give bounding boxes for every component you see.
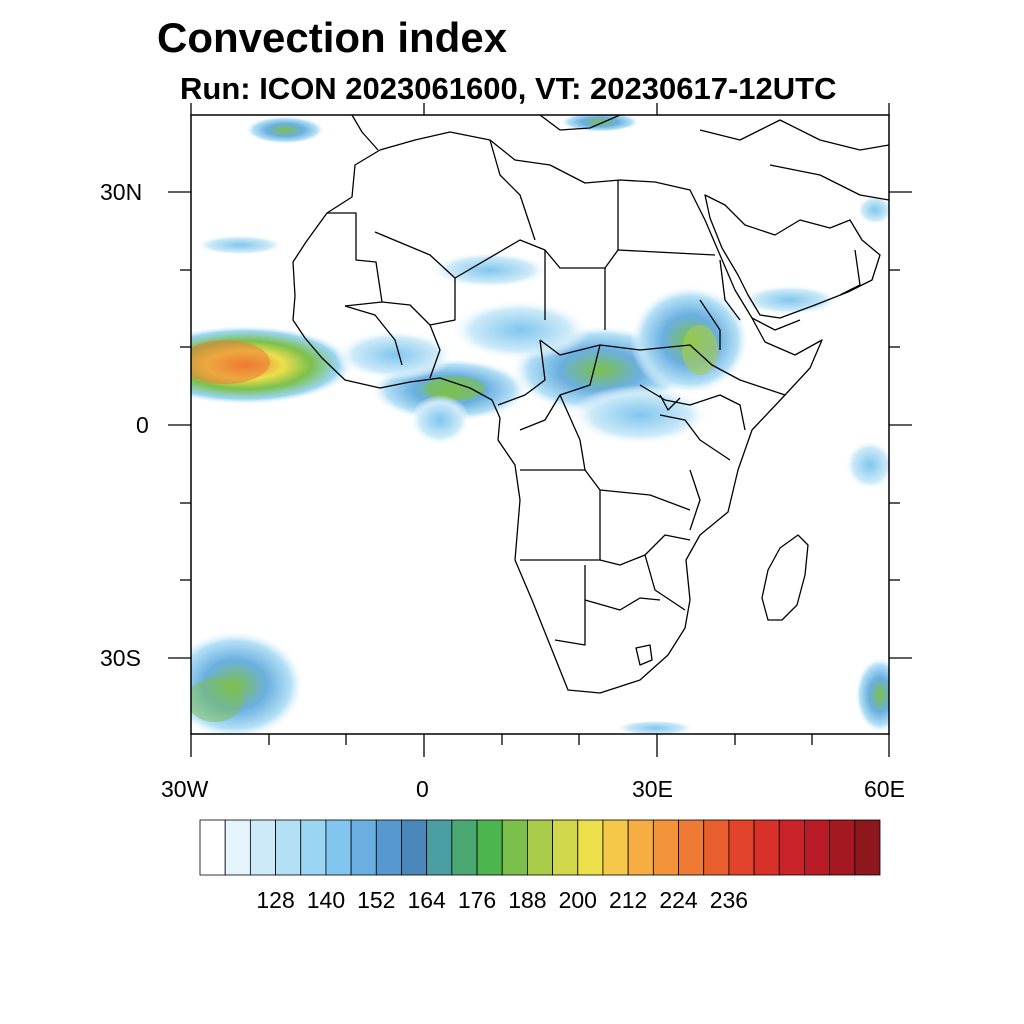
colorbar-label: 200 xyxy=(558,887,597,913)
colorbar-swatch xyxy=(451,819,478,876)
colorbar-swatch xyxy=(426,819,453,876)
colorbar-swatch xyxy=(300,819,327,876)
convection-shading xyxy=(191,115,889,734)
colorbar-swatch xyxy=(501,819,528,876)
x-tick-label: 30W xyxy=(161,776,209,802)
colorbar-label: 212 xyxy=(608,887,648,913)
colorbar-label: 164 xyxy=(407,887,446,913)
colorbar-swatch xyxy=(753,819,780,876)
colorbar-swatch xyxy=(804,819,831,876)
colorbar-label: 176 xyxy=(457,887,497,913)
colorbar-swatch xyxy=(527,819,553,876)
colorbar-swatch xyxy=(627,819,654,876)
map-frame xyxy=(190,114,890,735)
colorbar-label: 140 xyxy=(306,887,346,913)
colorbar-swatch xyxy=(350,819,377,876)
colorbar-swatch xyxy=(552,819,579,876)
colorbar-swatch xyxy=(577,819,604,876)
colorbar-swatch xyxy=(325,819,352,876)
colorbar-swatch xyxy=(249,819,276,876)
colorbar-swatch xyxy=(199,819,226,876)
colorbar-swatch xyxy=(476,819,503,876)
x-tick-label: 0 xyxy=(416,776,429,802)
colorbar-swatch xyxy=(602,819,629,876)
colorbar-swatch xyxy=(678,819,705,876)
y-tick-label: 30N xyxy=(100,179,143,205)
colorbar-swatch xyxy=(728,819,755,876)
colorbar-swatch xyxy=(829,819,856,876)
colorbar-swatch xyxy=(778,819,805,876)
colorbar-label: 128 xyxy=(256,887,295,913)
colorbar-swatch xyxy=(854,819,881,876)
colorbar-swatch xyxy=(703,819,730,876)
colorbar-swatch xyxy=(224,819,251,876)
coastlines xyxy=(292,115,889,694)
chart-subtitle: Run: ICON 2023061600, VT: 20230617-12UTC xyxy=(180,71,837,106)
arabia-coastline xyxy=(704,194,881,319)
axis-ticks xyxy=(168,103,912,757)
x-tick-label: 30E xyxy=(632,776,673,802)
colorbar-swatch xyxy=(652,819,679,876)
colorbar-label: 188 xyxy=(508,887,547,913)
colorbar-swatch xyxy=(401,819,428,876)
chart-title: Convection index xyxy=(157,14,508,61)
colorbar-label: 224 xyxy=(659,887,698,913)
colorbar-swatch xyxy=(275,819,302,876)
colorbar-label: 236 xyxy=(709,887,749,913)
madagascar-coastline xyxy=(761,534,809,621)
colorbar xyxy=(199,819,881,876)
africa-coastline xyxy=(292,131,823,694)
y-tick-label: 30S xyxy=(100,645,141,671)
colorbar-label: 152 xyxy=(357,887,396,913)
colorbar-swatch xyxy=(375,819,402,876)
x-tick-label: 60E xyxy=(864,776,905,802)
y-tick-label: 0 xyxy=(136,412,149,438)
